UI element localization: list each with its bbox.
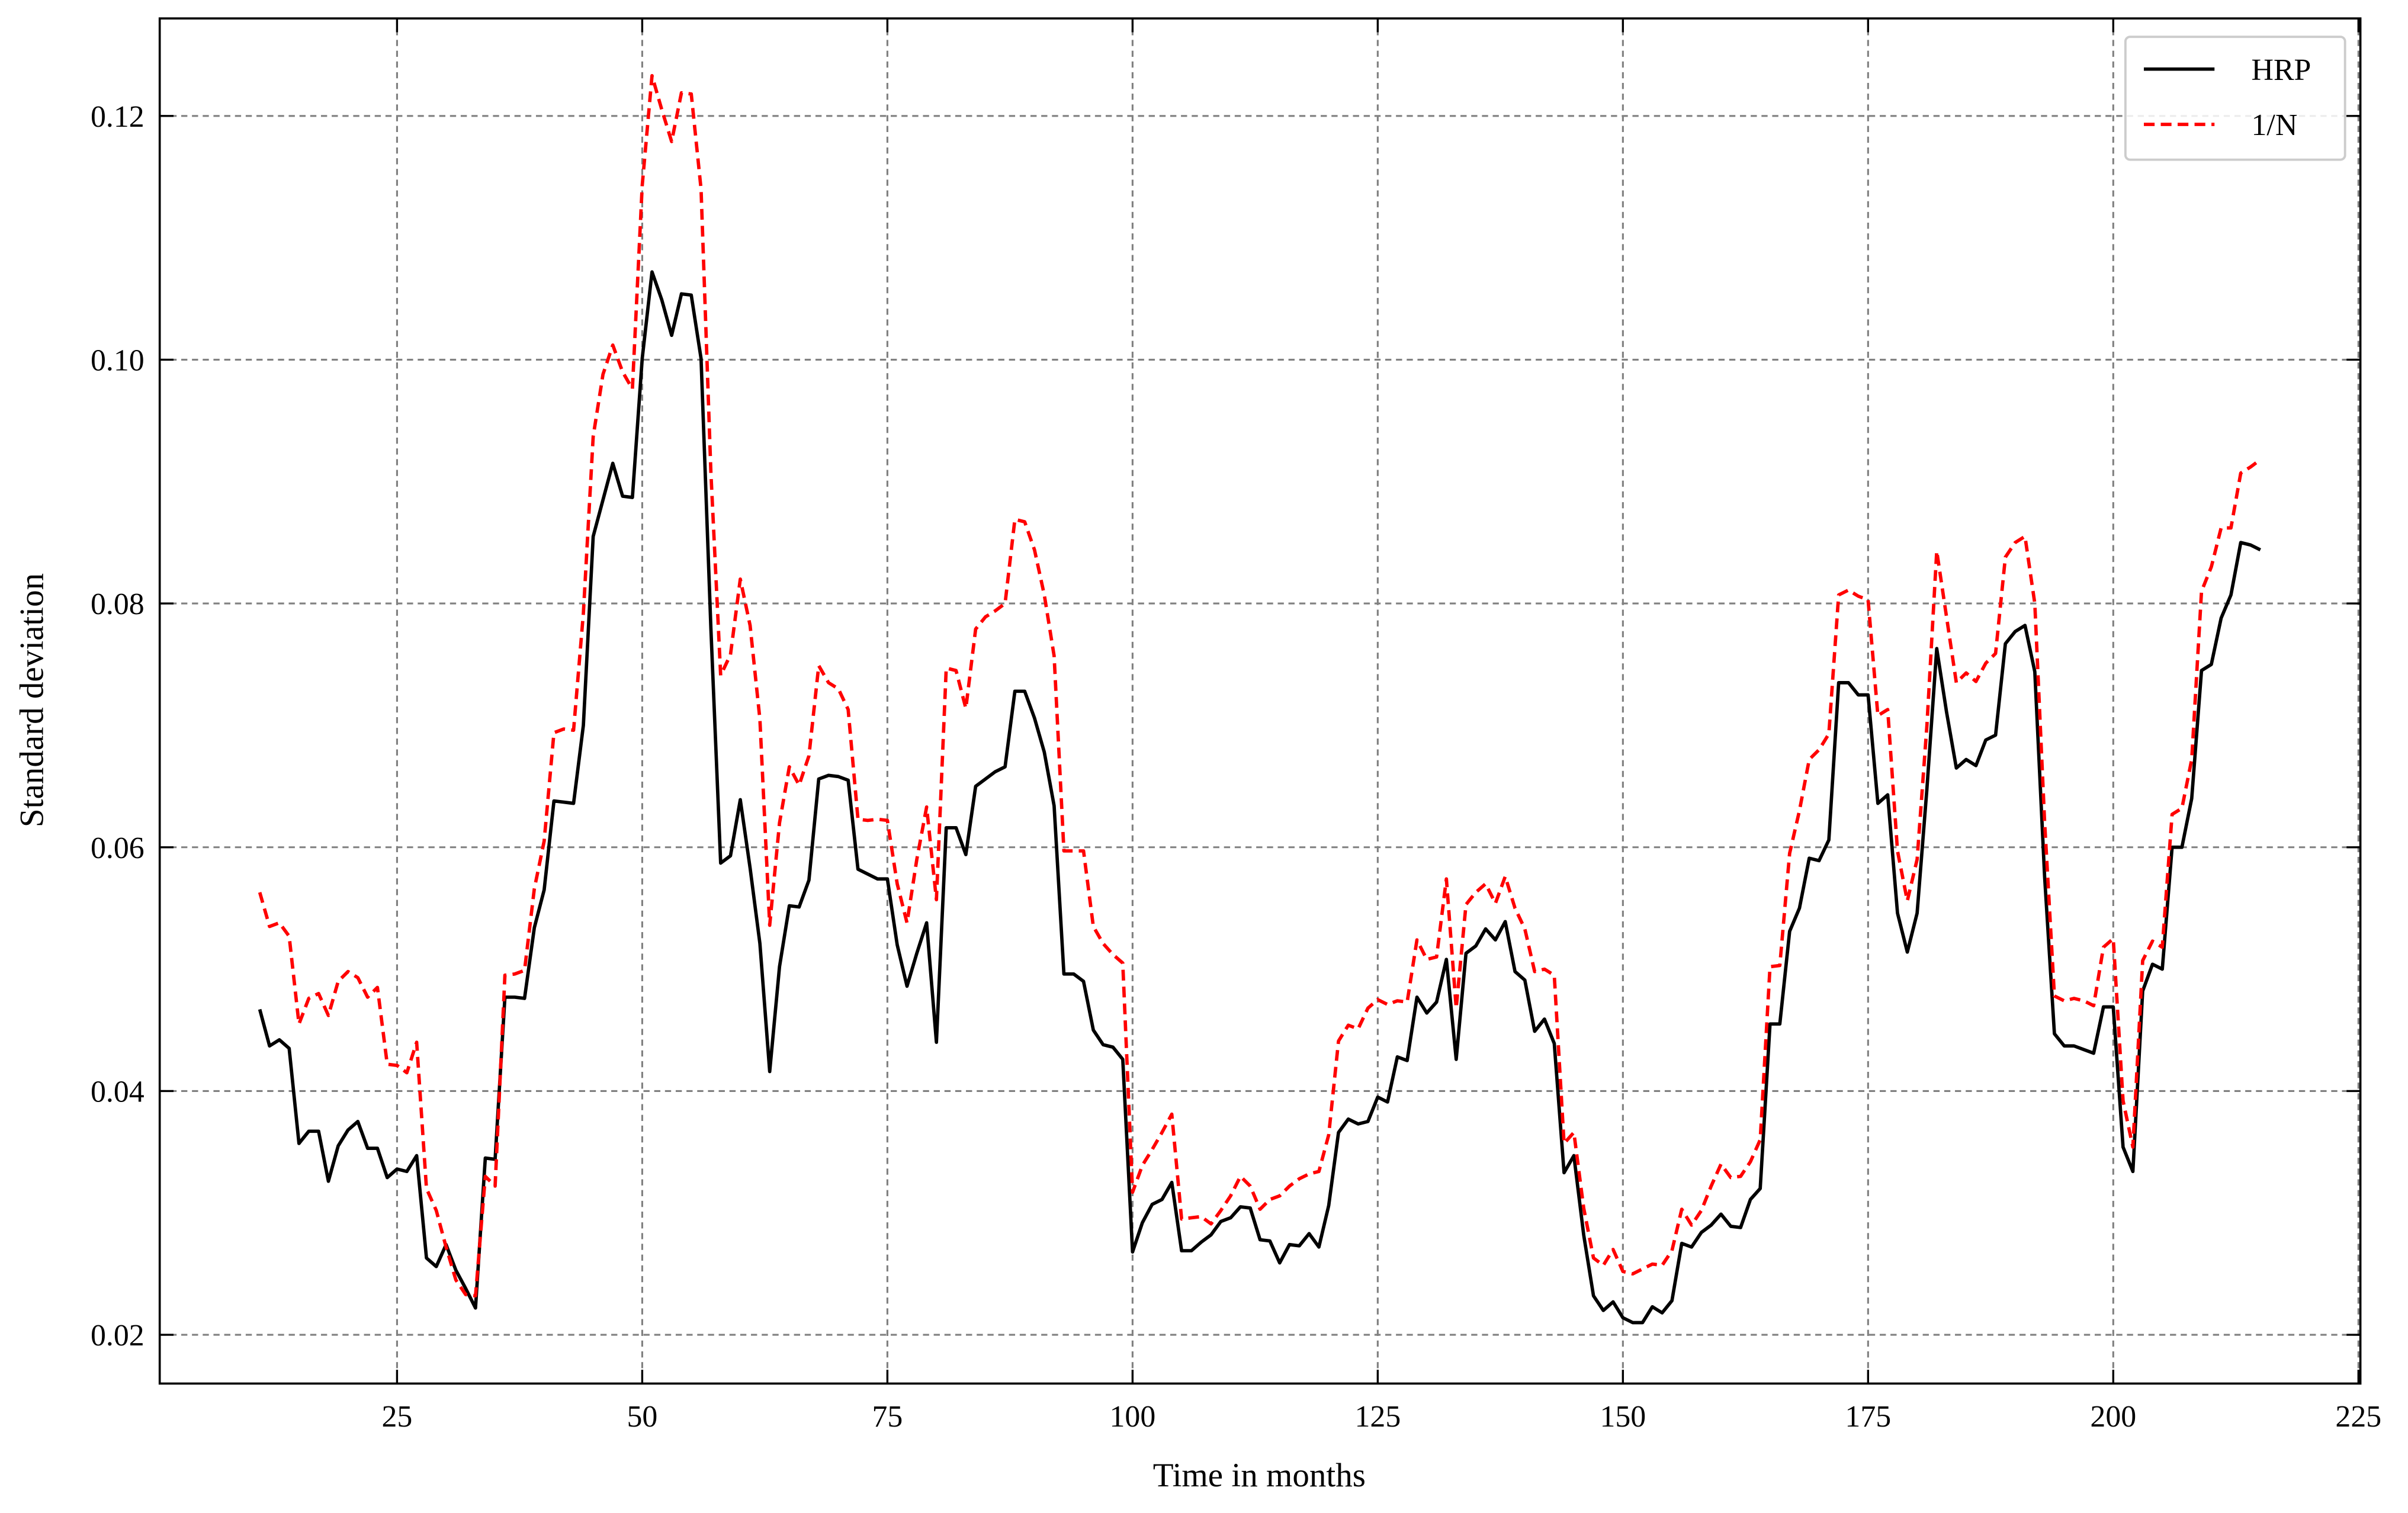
x-tick-label: 125 bbox=[1354, 1400, 1401, 1434]
y-tick-label: 0.08 bbox=[91, 587, 145, 621]
y-tick-label: 0.02 bbox=[91, 1319, 145, 1353]
y-axis-label: Standard deviation bbox=[14, 573, 51, 827]
legend-label: HRP bbox=[2252, 53, 2311, 87]
x-tick-label: 50 bbox=[627, 1400, 657, 1434]
plot-frame bbox=[158, 17, 2362, 1385]
x-tick-label: 225 bbox=[2335, 1400, 2381, 1434]
legend: HRP 1/N bbox=[2124, 36, 2346, 161]
x-axis-label: Time in months bbox=[1153, 1457, 1366, 1494]
y-tick-label: 0.12 bbox=[91, 100, 145, 134]
y-tick-label: 0.04 bbox=[91, 1075, 145, 1109]
x-tick-label: 175 bbox=[1845, 1400, 1891, 1434]
x-tick-label: 75 bbox=[872, 1400, 903, 1434]
x-tick-label: 25 bbox=[381, 1400, 412, 1434]
y-tick-label: 0.06 bbox=[91, 831, 145, 865]
x-tick-label: 100 bbox=[1109, 1400, 1155, 1434]
x-tick-label: 200 bbox=[2090, 1400, 2136, 1434]
data-line bbox=[258, 74, 2262, 1298]
data-line bbox=[258, 270, 2261, 1325]
legend-box bbox=[2124, 36, 2346, 161]
legend-label: 1/N bbox=[2252, 108, 2298, 142]
y-tick-label: 0.10 bbox=[91, 344, 145, 378]
x-tick-label: 150 bbox=[1600, 1400, 1646, 1434]
